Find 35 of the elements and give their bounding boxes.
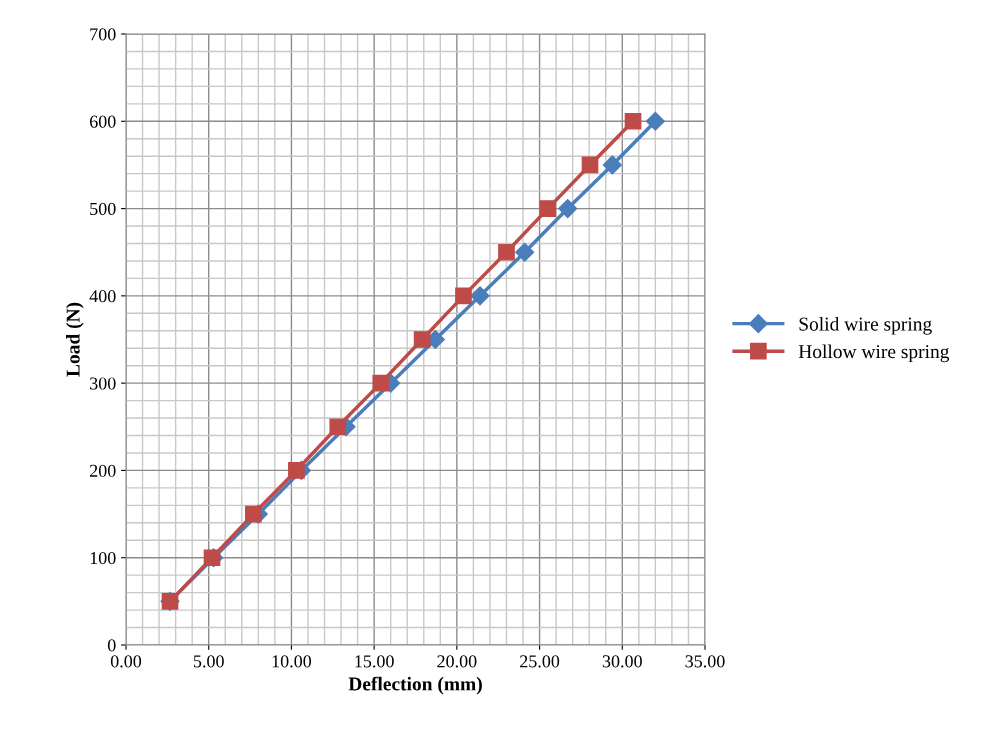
- point: [413, 331, 431, 348]
- x-tick-label: 25.00: [520, 655, 560, 668]
- point: [581, 156, 599, 174]
- point: [372, 374, 390, 392]
- legend-label: Solid wire spring: [799, 316, 932, 335]
- point: [288, 462, 305, 479]
- point: [329, 418, 347, 436]
- point: [455, 287, 472, 305]
- x-tick-label: 10.00: [272, 655, 312, 668]
- point: [645, 111, 665, 131]
- y-tick-label: 700: [90, 28, 116, 41]
- y-axis-title: Load (N): [66, 302, 84, 377]
- y-tick-label: 500: [90, 202, 116, 216]
- y-tick-label: 100: [90, 551, 116, 565]
- point: [515, 242, 535, 262]
- y-tick-label: 400: [89, 290, 116, 303]
- y-tick-label: 300: [90, 377, 116, 390]
- point: [558, 199, 578, 219]
- x-tick-label: 30.00: [602, 655, 642, 668]
- y-tick-label: 600: [89, 115, 116, 128]
- point: [602, 155, 622, 175]
- point: [539, 200, 557, 217]
- y-tick-label: 0: [107, 639, 116, 652]
- x-axis-title: Deflection (mm): [348, 676, 482, 695]
- x-tick-label: 35.00: [685, 655, 725, 668]
- point: [498, 243, 515, 261]
- y-tick-label: 200: [89, 464, 116, 477]
- x-tick-label: 20.00: [437, 655, 477, 668]
- point: [624, 112, 642, 130]
- point: [470, 286, 490, 306]
- x-tick-label: 0.00: [110, 655, 142, 668]
- x-tick-label: 15.00: [355, 655, 394, 668]
- x-tick-label: 5.00: [193, 655, 224, 668]
- legend-label: Hollow wire spring: [798, 344, 950, 363]
- point: [245, 505, 262, 523]
